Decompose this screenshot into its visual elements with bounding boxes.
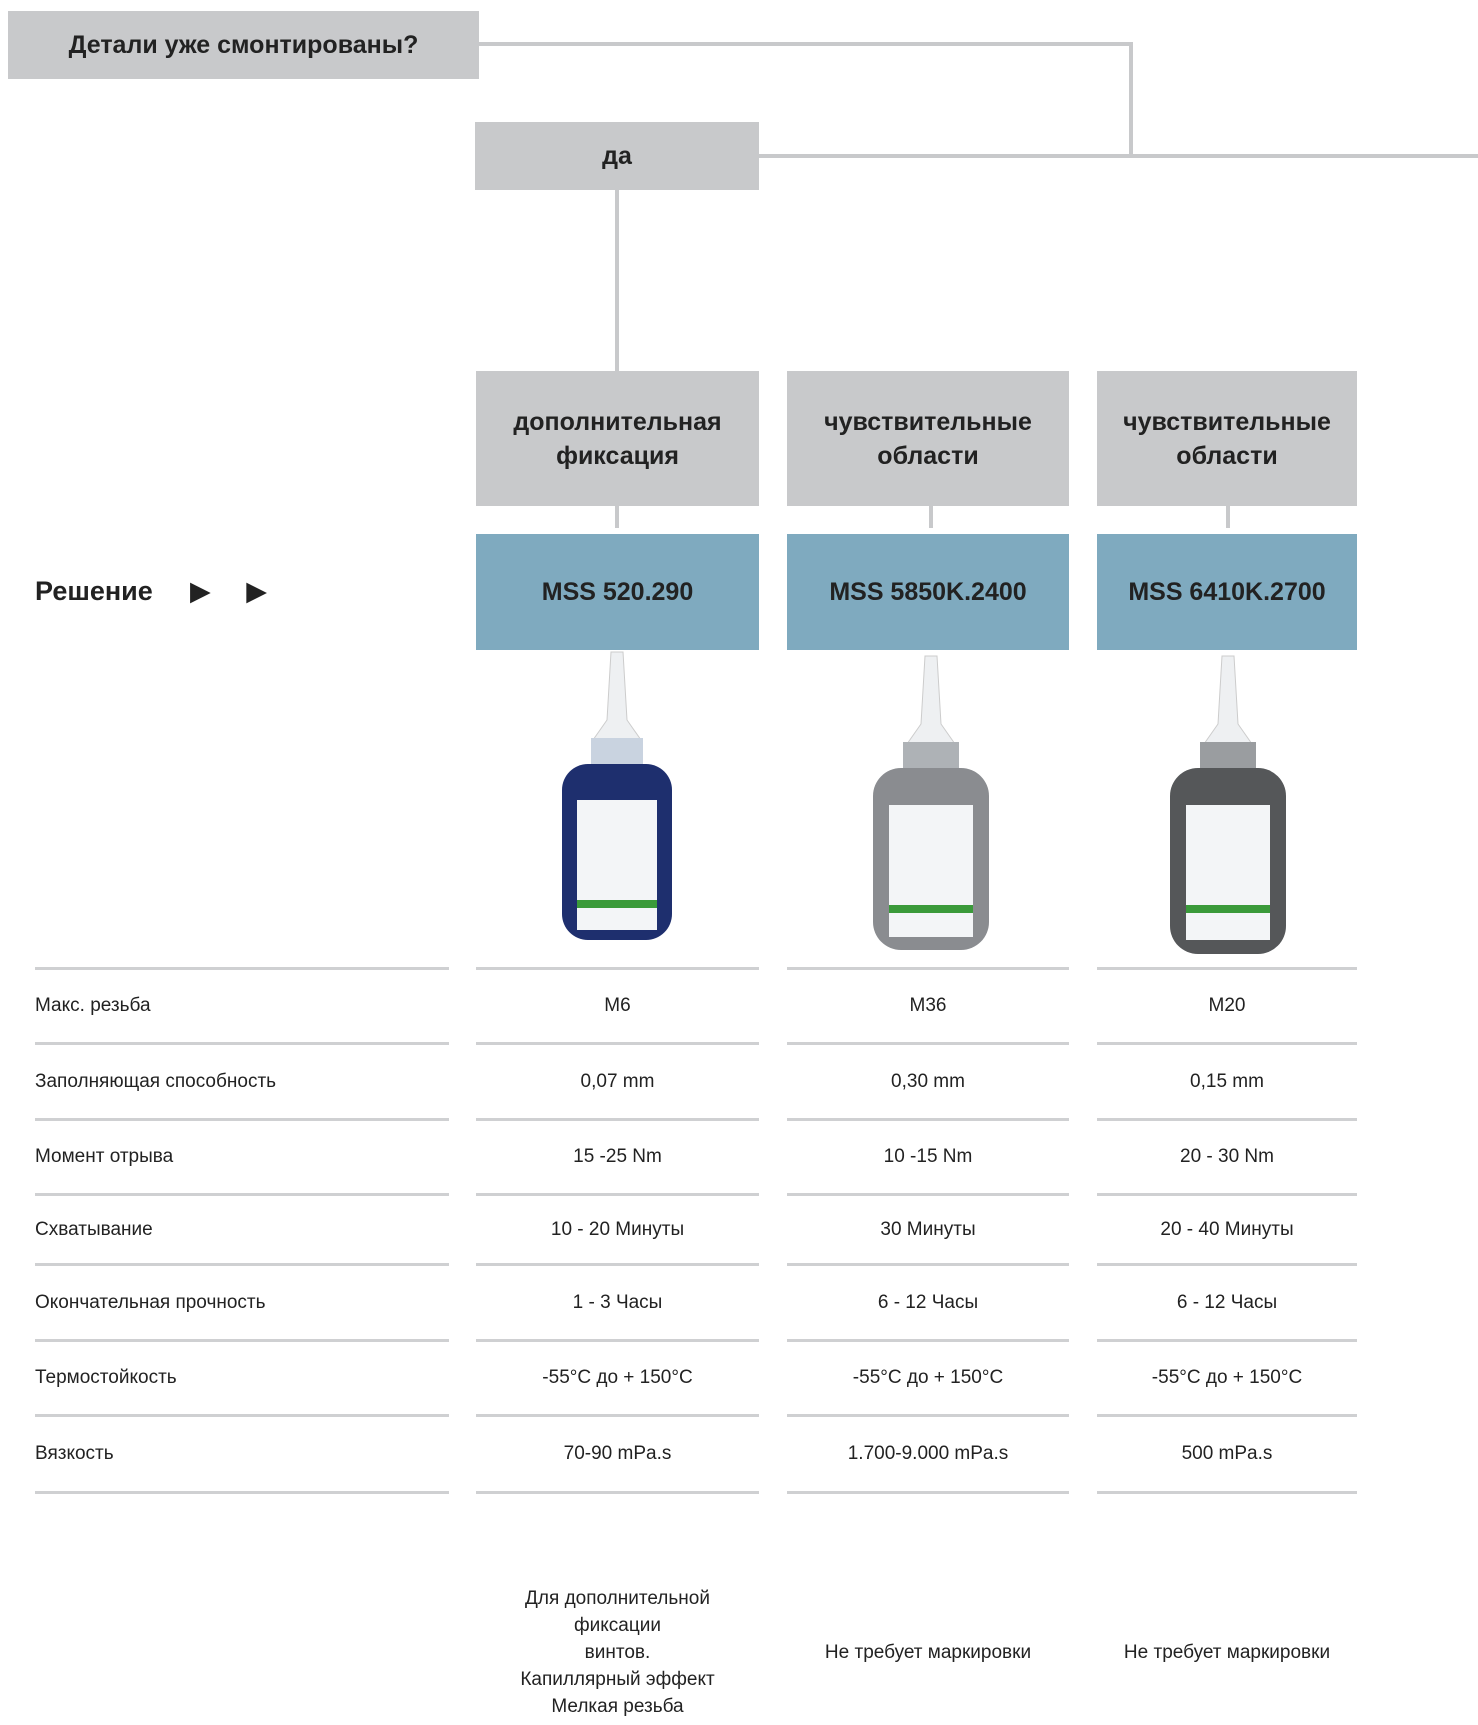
row-rule	[787, 1263, 1069, 1266]
spec-value: M36	[909, 995, 947, 1016]
bottles	[562, 651, 1286, 954]
row-label: Заполняющая способность	[35, 1070, 277, 1092]
spec-value: M6	[604, 995, 631, 1016]
row-rule	[1097, 1339, 1357, 1342]
spec-value: M20	[1208, 995, 1246, 1016]
row-rule	[1097, 1263, 1357, 1266]
spec-value: 1 - 3 Часы	[572, 1291, 663, 1313]
row-rule	[1097, 967, 1357, 970]
spec-value: 0,30 mm	[891, 1070, 965, 1092]
row-rule	[787, 1193, 1069, 1196]
spec-value: 20 - 40 Минуты	[1160, 1218, 1294, 1240]
spec-value: 70-90 mPa.s	[563, 1443, 672, 1464]
row-rule	[787, 1414, 1069, 1417]
product-box: MSS 5850K.2400	[787, 534, 1069, 650]
note-line: Не требует маркировки	[1123, 1642, 1331, 1663]
spec-value: -55°C до + 150°C	[852, 1367, 1004, 1388]
answer-box: да	[475, 122, 759, 190]
row-rule	[787, 1339, 1069, 1342]
spec-value: 6 - 12 Часы	[1176, 1291, 1278, 1313]
product-box: MSS 6410K.2700	[1097, 534, 1357, 650]
spec-value: 0,15 mm	[1190, 1070, 1264, 1092]
row-rule	[787, 967, 1069, 970]
note-line: Не требует маркировки	[824, 1642, 1032, 1663]
row-label: Момент отрыва	[35, 1146, 174, 1167]
row-label: Схватывание	[35, 1218, 153, 1240]
row-rule	[476, 1042, 759, 1045]
spec-value: 1.700-9.000 mPa.s	[847, 1443, 1009, 1464]
row-rule	[1097, 1414, 1357, 1417]
row-rule	[35, 1414, 449, 1417]
row-rule	[35, 1263, 449, 1266]
note-line: Капиллярный эффект	[520, 1669, 715, 1690]
category-box: дополнительная фиксация	[476, 371, 759, 506]
category-line: фиксация	[556, 441, 679, 470]
row-rule	[787, 1118, 1069, 1121]
row-rule	[476, 1414, 759, 1417]
row-rule	[35, 1491, 449, 1494]
category-box: чувствительные области	[787, 371, 1069, 506]
row-label: Вязкость	[35, 1443, 114, 1464]
row-rule	[476, 1339, 759, 1342]
note: Не требует маркировки	[1097, 1580, 1357, 1725]
spec-value: 6 - 12 Часы	[877, 1291, 979, 1313]
note-line: винтов.	[584, 1642, 651, 1663]
category-line: чувствительные	[824, 407, 1032, 436]
spec-value: 10 - 20 Минуты	[550, 1218, 685, 1240]
spec-value: 500 mPa.s	[1181, 1443, 1273, 1464]
row-label: Окончательная прочность	[35, 1291, 266, 1313]
category-line: чувствительные	[1123, 407, 1331, 436]
row-rule	[787, 1491, 1069, 1494]
row-rule	[1097, 1193, 1357, 1196]
row-rule	[35, 967, 449, 970]
row-rule	[476, 1193, 759, 1196]
spec-value: 0,07 mm	[580, 1070, 655, 1092]
question-box: Детали уже смонтированы?	[8, 11, 479, 79]
row-rule	[35, 1118, 449, 1121]
note-line: Мелкая резьба	[551, 1696, 684, 1717]
solution-label: Решение	[35, 576, 153, 606]
solution-arrows: ▶ ▶	[190, 576, 282, 606]
row-rule	[476, 967, 759, 970]
row-rule	[1097, 1118, 1357, 1121]
row-rule	[35, 1339, 449, 1342]
spec-value: 10 -15 Nm	[883, 1146, 973, 1167]
note: Не требует маркировки	[787, 1580, 1069, 1725]
spec-value: -55°C до + 150°C	[1151, 1367, 1303, 1388]
spec-value: -55°C до + 150°C	[542, 1367, 693, 1388]
row-label: Термостойкость	[35, 1367, 177, 1388]
row-rule	[35, 1193, 449, 1196]
spec-value: 20 - 30 Nm	[1180, 1146, 1274, 1167]
note-line: фиксации	[574, 1615, 661, 1636]
row-rule	[476, 1263, 759, 1266]
row-rule	[476, 1491, 759, 1494]
row-rule	[1097, 1491, 1357, 1494]
spec-value: 15 -25 Nm	[573, 1146, 662, 1167]
category-line: области	[877, 441, 979, 470]
note: Для дополнительной фиксации винтов. Капилля…	[476, 1580, 759, 1725]
category-line: области	[1176, 441, 1278, 470]
category-box: чувствительные области	[1097, 371, 1357, 506]
row-label: Макс. резьба	[35, 995, 151, 1016]
row-rule	[476, 1118, 759, 1121]
row-rule	[35, 1042, 449, 1045]
category-line: дополнительная	[513, 407, 722, 436]
note-line: Для дополнительной	[525, 1588, 710, 1609]
row-rule	[787, 1042, 1069, 1045]
product-box: MSS 520.290	[476, 534, 759, 650]
row-rule	[1097, 1042, 1357, 1045]
spec-value: 30 Минуты	[880, 1218, 976, 1240]
